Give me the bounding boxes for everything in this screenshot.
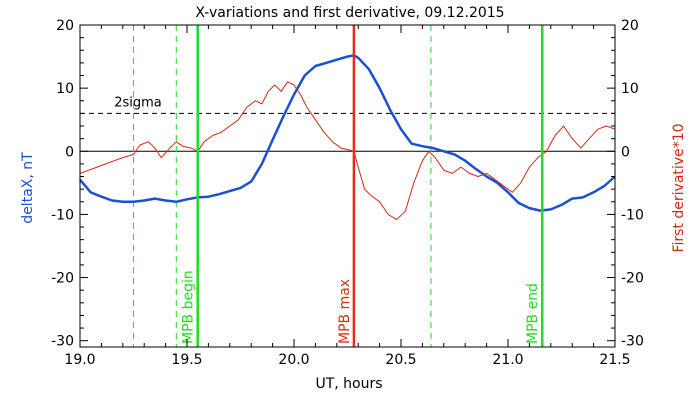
y-tick-label-left-1: -20 [51, 271, 74, 287]
derivative-line [79, 81, 616, 220]
marker-label-0: MPB begin [181, 270, 197, 344]
deltax-line [79, 54, 616, 212]
y-tick-label-left-3: 0 [65, 144, 74, 160]
x-tick-label-1: 19.5 [171, 352, 202, 368]
y-tick-label-left-2: -10 [51, 207, 74, 223]
y-tick-label-right-2: -10 [621, 207, 644, 223]
y-tick-label-right-5: 20 [621, 18, 639, 34]
marker-label-2: MPB end [525, 283, 541, 344]
y-tick-label-right-0: -30 [621, 334, 644, 350]
y-tick-label-right-3: 0 [621, 144, 630, 160]
y-tick-label-right-4: 10 [621, 81, 639, 97]
chart-title: X-variations and first derivative, 09.12… [195, 5, 504, 21]
threshold-label: 2sigma [114, 95, 162, 110]
x-tick-label-4: 21.0 [492, 352, 523, 368]
plot-frame [79, 24, 616, 348]
x-tick-label-2: 20.0 [278, 352, 309, 368]
y-tick-label-left-5: 20 [56, 18, 74, 34]
x-axis-label: UT, hours [315, 376, 382, 392]
y-tick-label-left-0: -30 [51, 334, 74, 350]
x-tick-label-5: 21.5 [599, 352, 630, 368]
y-tick-label-right-1: -20 [621, 271, 644, 287]
marker-label-1: MPB max [337, 279, 353, 344]
y-axis-label-right: First derivative*10 [671, 123, 687, 252]
x-tick-label-3: 20.5 [385, 352, 416, 368]
y-axis-label-left: deltaX, nT [20, 152, 36, 224]
x-tick-label-0: 19.0 [64, 352, 95, 368]
y-tick-label-left-4: 10 [56, 81, 74, 97]
